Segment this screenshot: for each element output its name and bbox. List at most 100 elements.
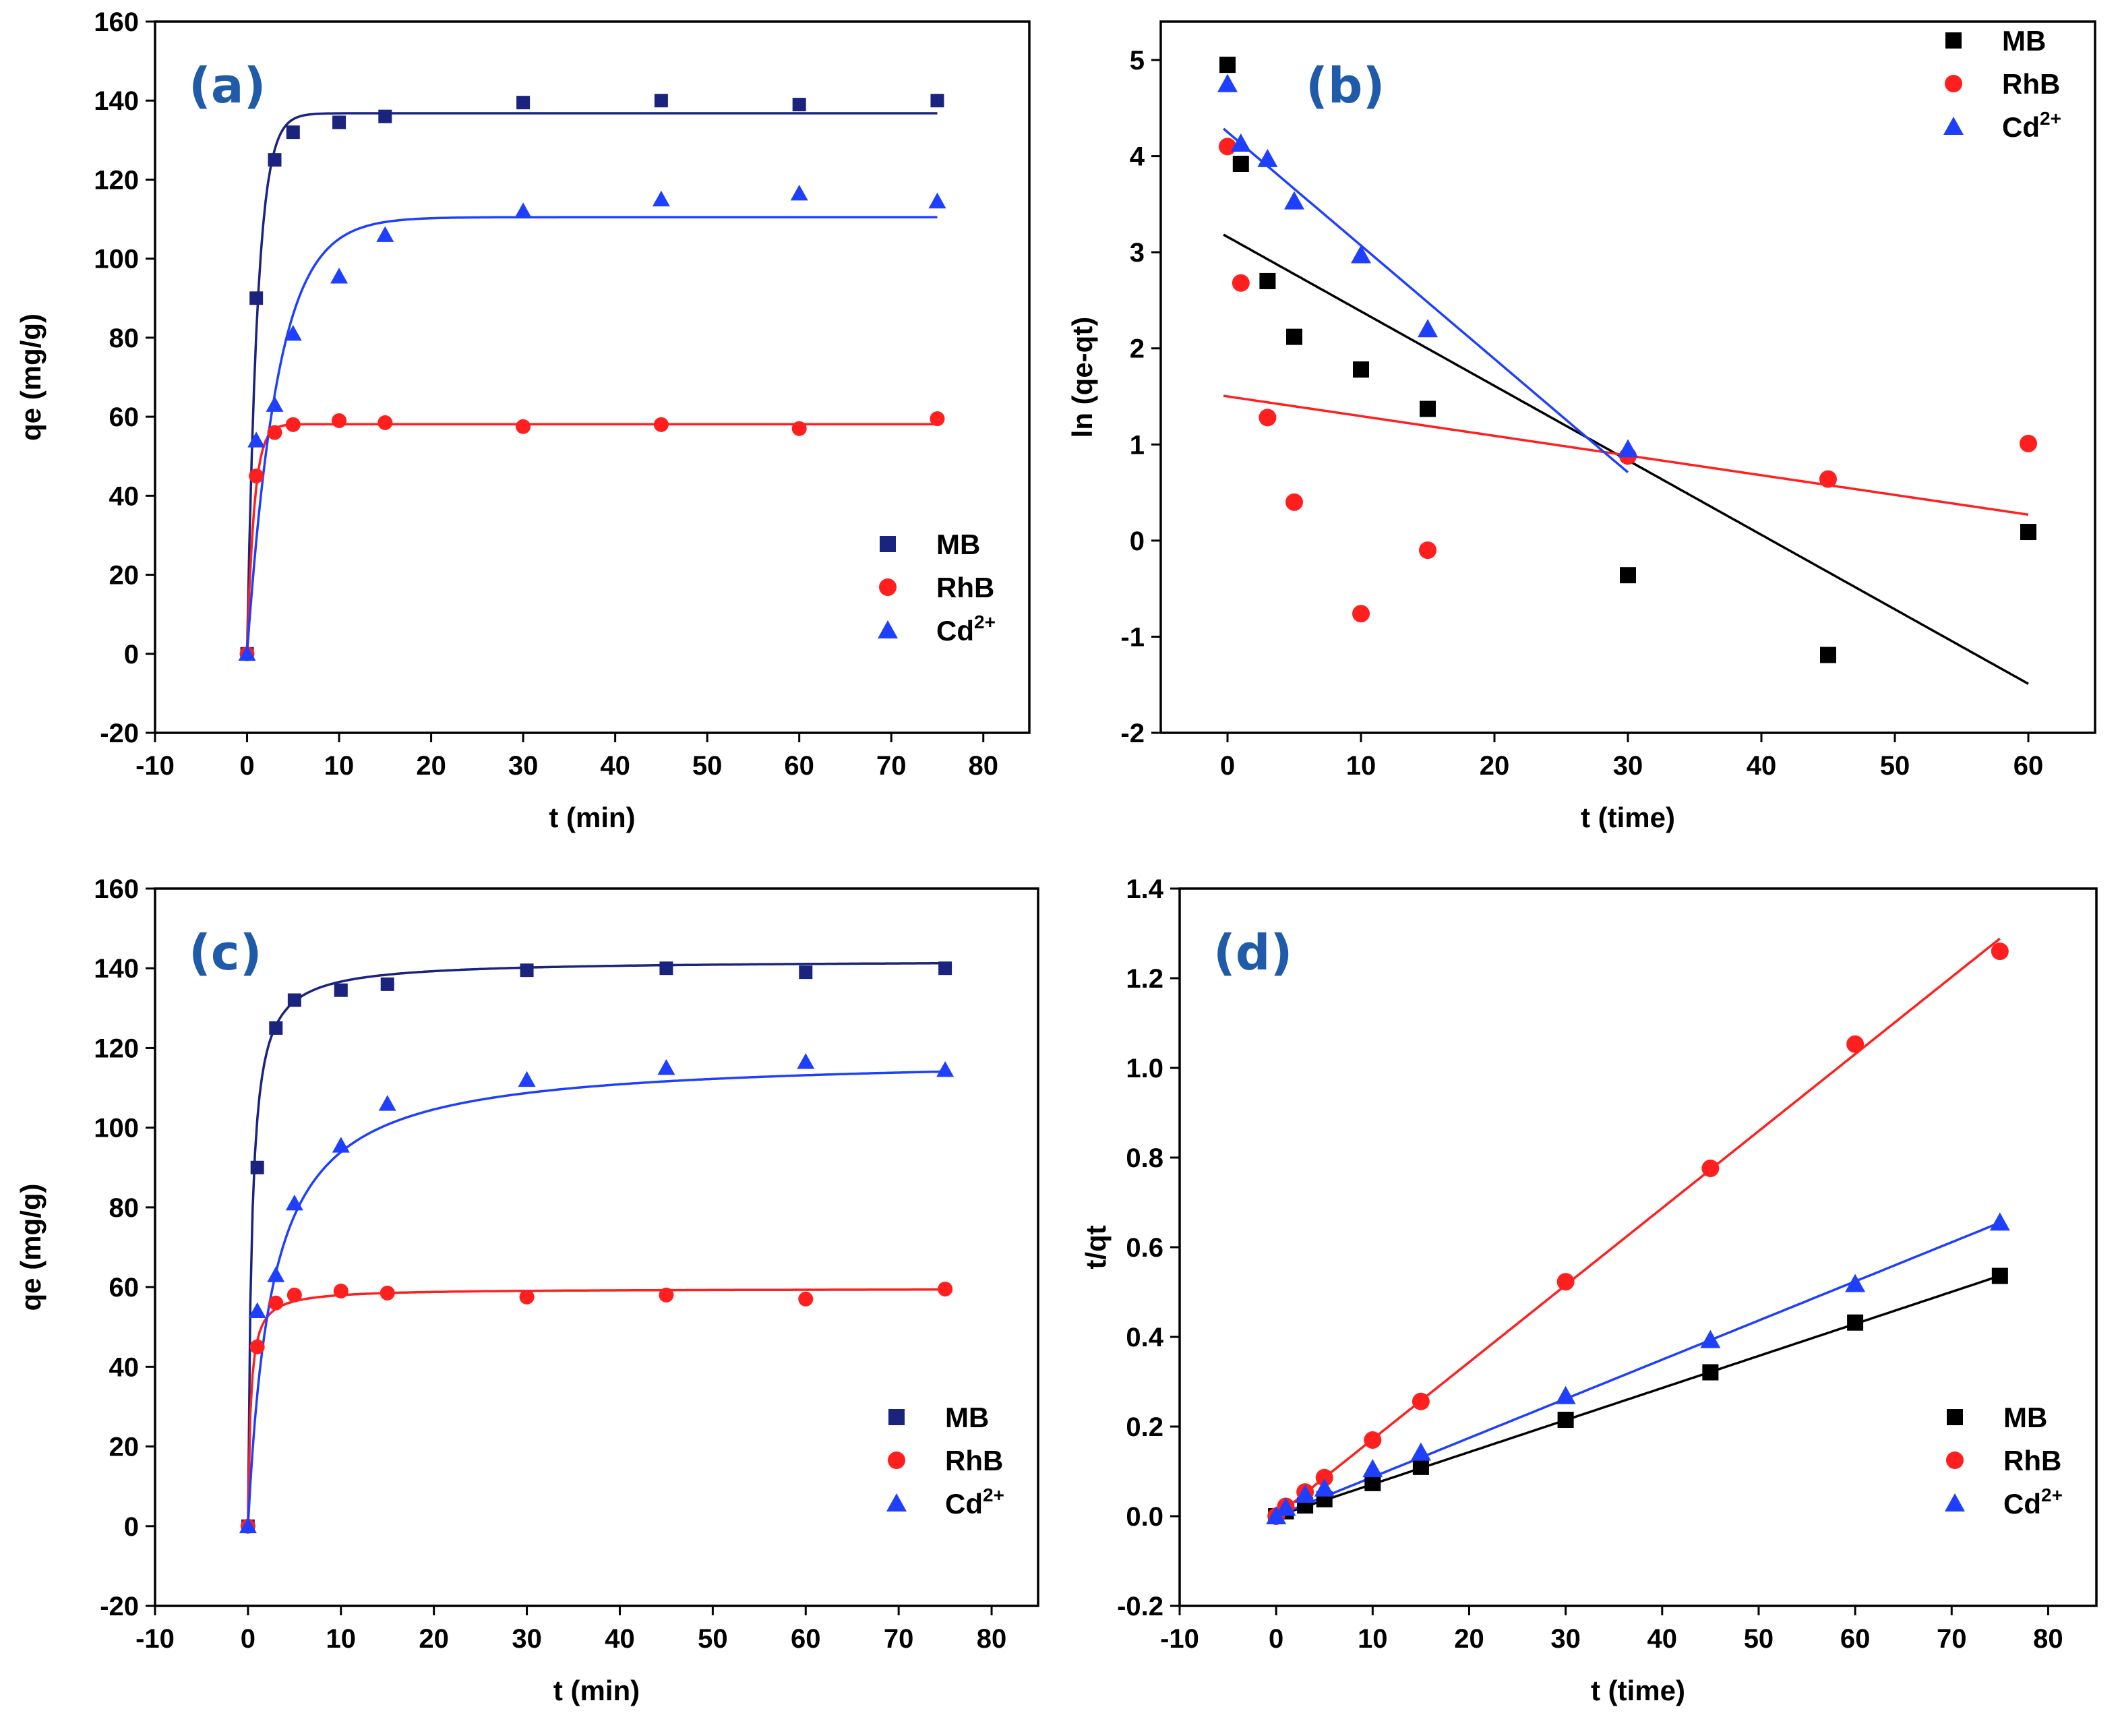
x-axis-label: t (time) <box>1581 802 1675 833</box>
fit-line-mb <box>245 112 938 654</box>
point-rhb <box>519 1289 535 1305</box>
x-tick-label: 50 <box>698 1624 728 1654</box>
point-cd <box>1845 1274 1866 1292</box>
x-tick-label: -10 <box>1160 1624 1199 1654</box>
point-cd <box>652 190 670 207</box>
point-cd <box>936 1060 955 1077</box>
y-tick-label: 60 <box>109 1273 140 1303</box>
y-tick-label: 1.0 <box>1126 1054 1163 1083</box>
x-tick-label: 0 <box>1220 751 1235 781</box>
point-cd <box>514 202 533 218</box>
point-mb <box>287 993 301 1007</box>
y-tick-label: -0.2 <box>1117 1592 1163 1621</box>
point-mb <box>799 965 813 980</box>
point-rhb <box>1285 493 1303 511</box>
x-axis-label: t (time) <box>1591 1675 1685 1706</box>
y-tick-label: 160 <box>94 874 139 904</box>
legend-marker <box>1946 1451 1964 1469</box>
legend-entry-label: Cd2+ <box>936 611 996 647</box>
y-axis-label: t/qt <box>1080 1225 1112 1269</box>
panel-a: -10 0 10 20 30 40 50 60 70 80 -20 0 20 40 60 80 100 120 14… <box>15 7 1031 833</box>
point-rhb <box>659 1287 674 1303</box>
point-cd <box>285 1194 303 1211</box>
panel-label: (b) <box>1306 57 1385 114</box>
point-mb <box>1364 1474 1381 1491</box>
point-rhb <box>286 1287 302 1303</box>
point-mb <box>520 963 534 978</box>
legend-entry-label: MB <box>2003 1402 2047 1433</box>
legend-marker <box>886 1493 907 1511</box>
point-mb <box>1420 400 1436 417</box>
x-tick-label: 50 <box>1880 751 1910 781</box>
x-tick-label: 30 <box>512 1624 542 1654</box>
point-cd <box>1989 1212 2010 1231</box>
point-rhb <box>333 1284 349 1299</box>
point-cd <box>238 645 256 661</box>
x-tick-label: -10 <box>135 751 175 781</box>
point-cd <box>1351 245 1371 264</box>
point-mb <box>1232 156 1249 172</box>
point-mb <box>1991 1267 2008 1284</box>
point-rhb <box>1315 1468 1333 1487</box>
y-tick-label: 1 <box>1130 430 1145 460</box>
x-tick-label: 70 <box>884 1624 914 1654</box>
point-mb <box>938 961 952 976</box>
legend-marker <box>879 578 897 596</box>
x-tick-label: 20 <box>1480 751 1510 781</box>
point-cd <box>1230 133 1251 152</box>
y-tick-label: 0.6 <box>1126 1233 1163 1263</box>
x-tick-label: 10 <box>1358 1624 1388 1654</box>
point-cd <box>330 268 349 284</box>
legend-entry-label: MB <box>945 1402 989 1433</box>
point-cd <box>1700 1329 1721 1348</box>
point-cd <box>1418 319 1438 338</box>
y-tick-label: 120 <box>94 1034 139 1063</box>
x-tick-label: 0 <box>239 751 254 781</box>
x-tick-label: 0 <box>241 1624 255 1654</box>
point-mb <box>1620 567 1636 584</box>
point-cd <box>248 1302 266 1318</box>
fit-line-mb <box>1275 1274 2001 1518</box>
point-cd <box>790 184 808 201</box>
x-tick-label: 10 <box>324 751 355 781</box>
y-tick-label: 20 <box>109 1433 140 1462</box>
legend-entry-label: RhB <box>936 572 994 603</box>
y-tick-label: -2 <box>1120 719 1145 748</box>
point-mb <box>659 961 673 976</box>
x-tick-label: 60 <box>791 1624 821 1654</box>
panel-b: 0 10 20 30 40 50 60 -2 -1 0 1 2 3 4 5 t (time) ln (qe-qt… <box>1066 20 2096 833</box>
y-tick-label: 60 <box>109 402 140 432</box>
x-tick-label: 30 <box>1613 751 1643 781</box>
point-mb <box>250 1160 264 1174</box>
y-tick-label: 0.4 <box>1126 1323 1163 1352</box>
point-cd <box>928 192 946 209</box>
point-cd <box>1555 1385 1576 1404</box>
x-tick-label: 80 <box>2033 1624 2063 1654</box>
point-mb <box>380 977 394 991</box>
legend-marker <box>888 1409 905 1425</box>
point-mb <box>1847 1314 1864 1331</box>
point-rhb <box>798 1291 814 1307</box>
point-rhb <box>267 425 282 440</box>
point-mb <box>268 153 282 167</box>
point-rhb <box>1259 409 1277 427</box>
legend-entry-label: Cd2+ <box>2003 1485 2063 1520</box>
point-rhb <box>1846 1035 1865 1053</box>
legend-marker <box>1945 1493 1965 1511</box>
x-tick-label: 20 <box>419 1624 449 1654</box>
legend: MB RhB Cd2+ <box>886 1402 1004 1520</box>
point-rhb <box>938 1282 953 1297</box>
panel-label: (c) <box>189 924 262 981</box>
point-cd <box>1257 148 1278 167</box>
x-tick-label: 10 <box>1346 751 1376 781</box>
y-tick-label: 80 <box>109 324 140 353</box>
point-cd <box>657 1059 675 1075</box>
point-cd <box>284 325 302 341</box>
point-rhb <box>285 417 301 432</box>
point-rhb <box>791 421 807 436</box>
y-tick-label: 0.8 <box>1126 1143 1163 1173</box>
point-mb <box>516 96 531 110</box>
legend-marker <box>880 536 896 552</box>
y-axis-label: qe (mg/g) <box>15 313 47 441</box>
